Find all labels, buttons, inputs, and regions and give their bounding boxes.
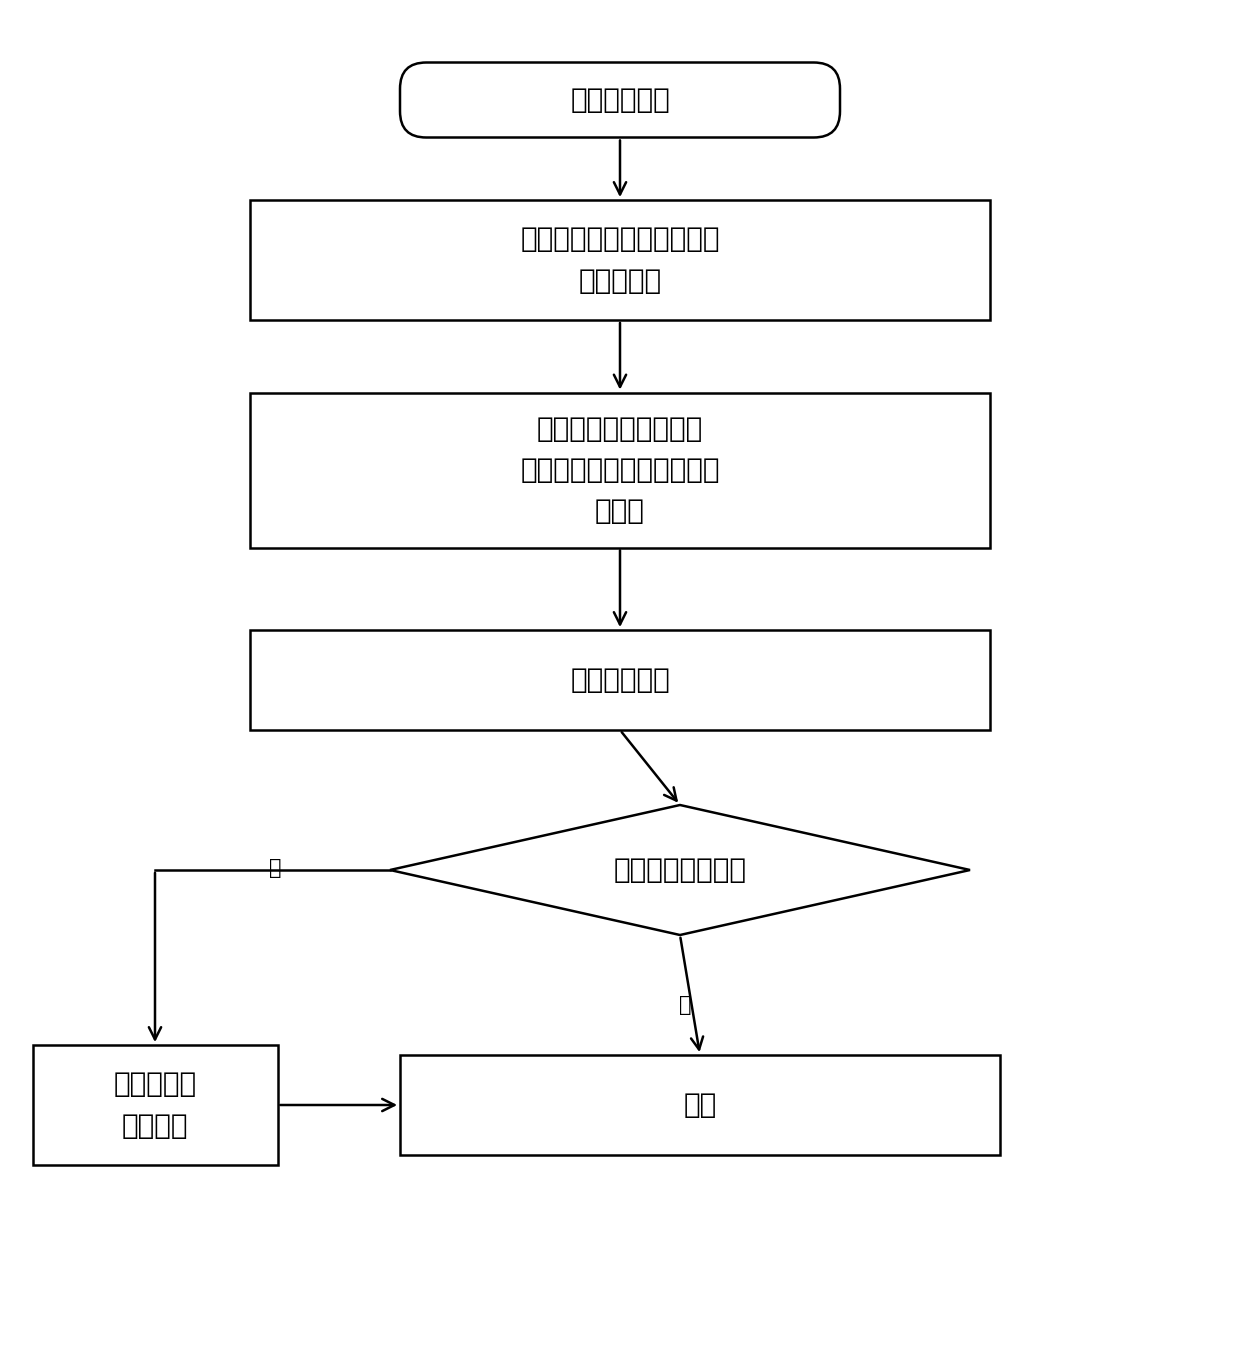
Bar [401,1055,999,1155]
Bar [250,630,990,730]
Bar [250,200,990,320]
Text: 是: 是 [678,996,691,1015]
Text: 识别车辆信息: 识别车辆信息 [570,666,670,694]
Text: 提示并确认
用户支付: 提示并确认 用户支付 [113,1070,197,1140]
Bar [32,1044,278,1166]
Text: 判断车辆是否支付: 判断车辆是否支付 [614,855,746,884]
Text: 将空出的车位信息发送
至信息管理单元；并修改其
状态；: 将空出的车位信息发送 至信息管理单元；并修改其 状态； [521,415,719,525]
Text: 否: 否 [269,858,281,879]
Text: 放行: 放行 [683,1091,717,1119]
FancyBboxPatch shape [401,63,839,137]
Bar [250,393,990,548]
Text: 用户取车请求: 用户取车请求 [570,86,670,114]
Text: 将用户车辆移送至指定点，
并提示用户: 将用户车辆移送至指定点， 并提示用户 [521,226,719,295]
Polygon shape [391,805,970,936]
